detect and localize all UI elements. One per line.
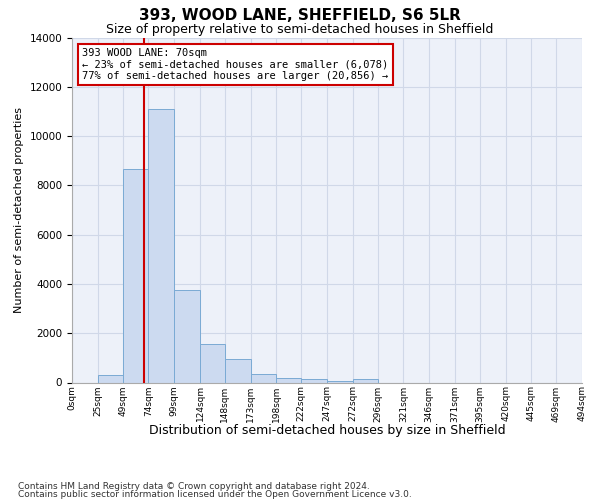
Bar xyxy=(148,109,174,382)
Bar xyxy=(277,378,301,382)
Bar xyxy=(174,290,200,382)
Y-axis label: Number of semi-detached properties: Number of semi-detached properties xyxy=(14,107,24,313)
Bar xyxy=(98,375,122,382)
Bar xyxy=(301,379,327,382)
Bar xyxy=(353,380,377,382)
Bar xyxy=(225,359,251,382)
X-axis label: Distribution of semi-detached houses by size in Sheffield: Distribution of semi-detached houses by … xyxy=(149,424,505,438)
Text: 393 WOOD LANE: 70sqm
← 23% of semi-detached houses are smaller (6,078)
77% of se: 393 WOOD LANE: 70sqm ← 23% of semi-detac… xyxy=(82,48,388,81)
Bar xyxy=(327,380,353,382)
Text: Contains public sector information licensed under the Open Government Licence v3: Contains public sector information licen… xyxy=(18,490,412,499)
Text: 393, WOOD LANE, SHEFFIELD, S6 5LR: 393, WOOD LANE, SHEFFIELD, S6 5LR xyxy=(139,8,461,22)
Bar xyxy=(122,170,148,382)
Bar xyxy=(200,344,225,383)
Bar xyxy=(251,374,277,382)
Text: Contains HM Land Registry data © Crown copyright and database right 2024.: Contains HM Land Registry data © Crown c… xyxy=(18,482,370,491)
Text: Size of property relative to semi-detached houses in Sheffield: Size of property relative to semi-detach… xyxy=(106,22,494,36)
